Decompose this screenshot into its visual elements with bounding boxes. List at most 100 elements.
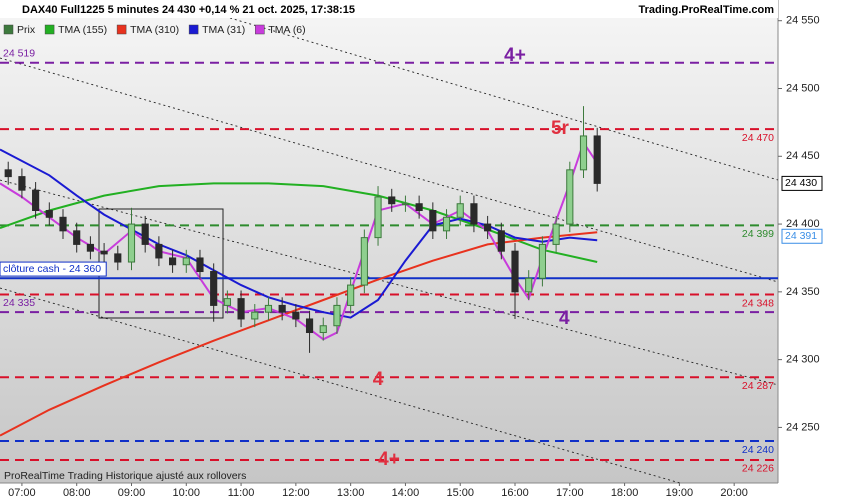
candle-body — [4, 169, 12, 178]
level-label: 24 335 — [3, 297, 35, 309]
annotation: 4+ — [378, 449, 400, 470]
annotation: 5r — [551, 118, 570, 139]
candle-body — [579, 135, 588, 171]
axis-panel — [0, 483, 778, 500]
candle-body — [264, 304, 273, 313]
level-label: 24 399 — [742, 228, 774, 240]
source: Trading.ProRealTime.com — [638, 4, 774, 16]
candle-body — [552, 223, 560, 245]
candle-body — [470, 203, 478, 225]
level-label: 24 240 — [742, 444, 774, 456]
candle-body — [45, 210, 53, 218]
candle-body — [278, 304, 286, 313]
trend-line — [0, 179, 779, 386]
annotation: 4 — [559, 308, 570, 329]
price-marker — [781, 175, 823, 191]
x-tick-label: 20:00 — [720, 487, 748, 499]
candle-body — [566, 169, 574, 225]
candle-body — [59, 216, 67, 232]
legend-swatch — [255, 24, 265, 35]
candle-body — [210, 271, 218, 306]
candle-body — [525, 277, 533, 293]
legend-swatch — [3, 24, 14, 35]
y-tick-label: 24 400 — [786, 218, 820, 230]
plot-background — [0, 0, 778, 483]
chart-title: DAX40 Full1225 5 minutes 24 430 +0,14 % … — [22, 4, 355, 16]
footer: ProRealTime Trading Historique ajusté au… — [4, 470, 246, 482]
candle-body — [127, 223, 136, 263]
level-label: clôture cash - 24 360 — [3, 263, 101, 275]
candle-body — [429, 210, 437, 232]
x-tick-label: 11:00 — [228, 487, 255, 499]
trend-line — [229, 17, 779, 181]
price-marker — [781, 228, 823, 244]
legend-label: TMA (31) — [202, 24, 245, 36]
annotation: 4+ — [504, 45, 526, 66]
legend-label: Prix — [17, 24, 36, 36]
x-tick-label: 08:00 — [63, 487, 91, 499]
candle-body — [86, 243, 94, 252]
price-marker-label: 24 430 — [785, 177, 817, 189]
candle-body — [333, 304, 341, 327]
level-label: 24 287 — [742, 380, 774, 392]
y-tick-label: 24 450 — [786, 150, 820, 162]
y-tick-label: 24 500 — [786, 82, 820, 94]
candle-body — [196, 257, 204, 273]
x-tick-label: 15:00 — [446, 487, 474, 499]
candle-body — [141, 223, 149, 245]
candle-body — [18, 176, 26, 191]
candle-body — [100, 250, 108, 255]
x-tick-label: 09:00 — [118, 487, 146, 499]
price-marker-label: 24 391 — [785, 230, 817, 242]
y-tick-label: 24 250 — [786, 421, 820, 433]
trend-channel — [0, 17, 779, 484]
ma-line — [0, 182, 598, 263]
x-tick-label: 19:00 — [666, 487, 694, 499]
x-tick-label: 18:00 — [611, 487, 639, 499]
candle-body — [456, 203, 464, 218]
level-label: 24 519 — [3, 48, 35, 60]
legend-swatch — [116, 24, 127, 35]
candle-body — [223, 298, 231, 306]
candle-body — [114, 253, 122, 263]
candle-body — [251, 311, 259, 320]
annotation: 4 — [373, 369, 384, 390]
y-tick-label: 24 350 — [786, 286, 820, 298]
level-label: 24 226 — [742, 463, 774, 475]
x-tick-label: 16:00 — [501, 487, 529, 499]
legend-swatch — [44, 24, 55, 35]
candle-body — [155, 243, 163, 259]
header-bar — [0, 0, 778, 18]
x-tick-label: 10:00 — [173, 487, 201, 499]
x-tick-label: 13:00 — [337, 487, 365, 499]
legend-label: TMA (155) — [58, 24, 107, 36]
candle-body — [292, 311, 300, 320]
legend-label: TMA (6) — [268, 24, 305, 36]
ma-line — [0, 140, 599, 341]
axis-panel — [778, 0, 850, 500]
candle-body — [442, 216, 451, 232]
candle-body — [347, 284, 355, 306]
candle-body — [593, 135, 601, 184]
candle-body — [415, 203, 423, 212]
legend-label: TMA (310) — [130, 24, 179, 36]
level-label: 24 348 — [742, 297, 774, 309]
candle-body — [360, 237, 368, 286]
candle-body — [401, 203, 410, 206]
candle-body — [169, 257, 177, 266]
candle-body — [511, 250, 519, 293]
y-tick-label: 24 300 — [786, 354, 820, 366]
candle-body — [182, 257, 190, 266]
candle-body — [538, 243, 546, 279]
candle-body — [305, 318, 314, 334]
level-label: 24 470 — [742, 132, 774, 144]
candle-body — [73, 230, 81, 245]
x-tick-label: 17:00 — [556, 487, 584, 499]
legend-swatch — [188, 24, 199, 35]
x-tick-label: 14:00 — [392, 487, 420, 499]
candle-body — [374, 196, 382, 239]
x-tick-label: 07:00 — [8, 487, 36, 499]
candle-body — [237, 298, 245, 320]
